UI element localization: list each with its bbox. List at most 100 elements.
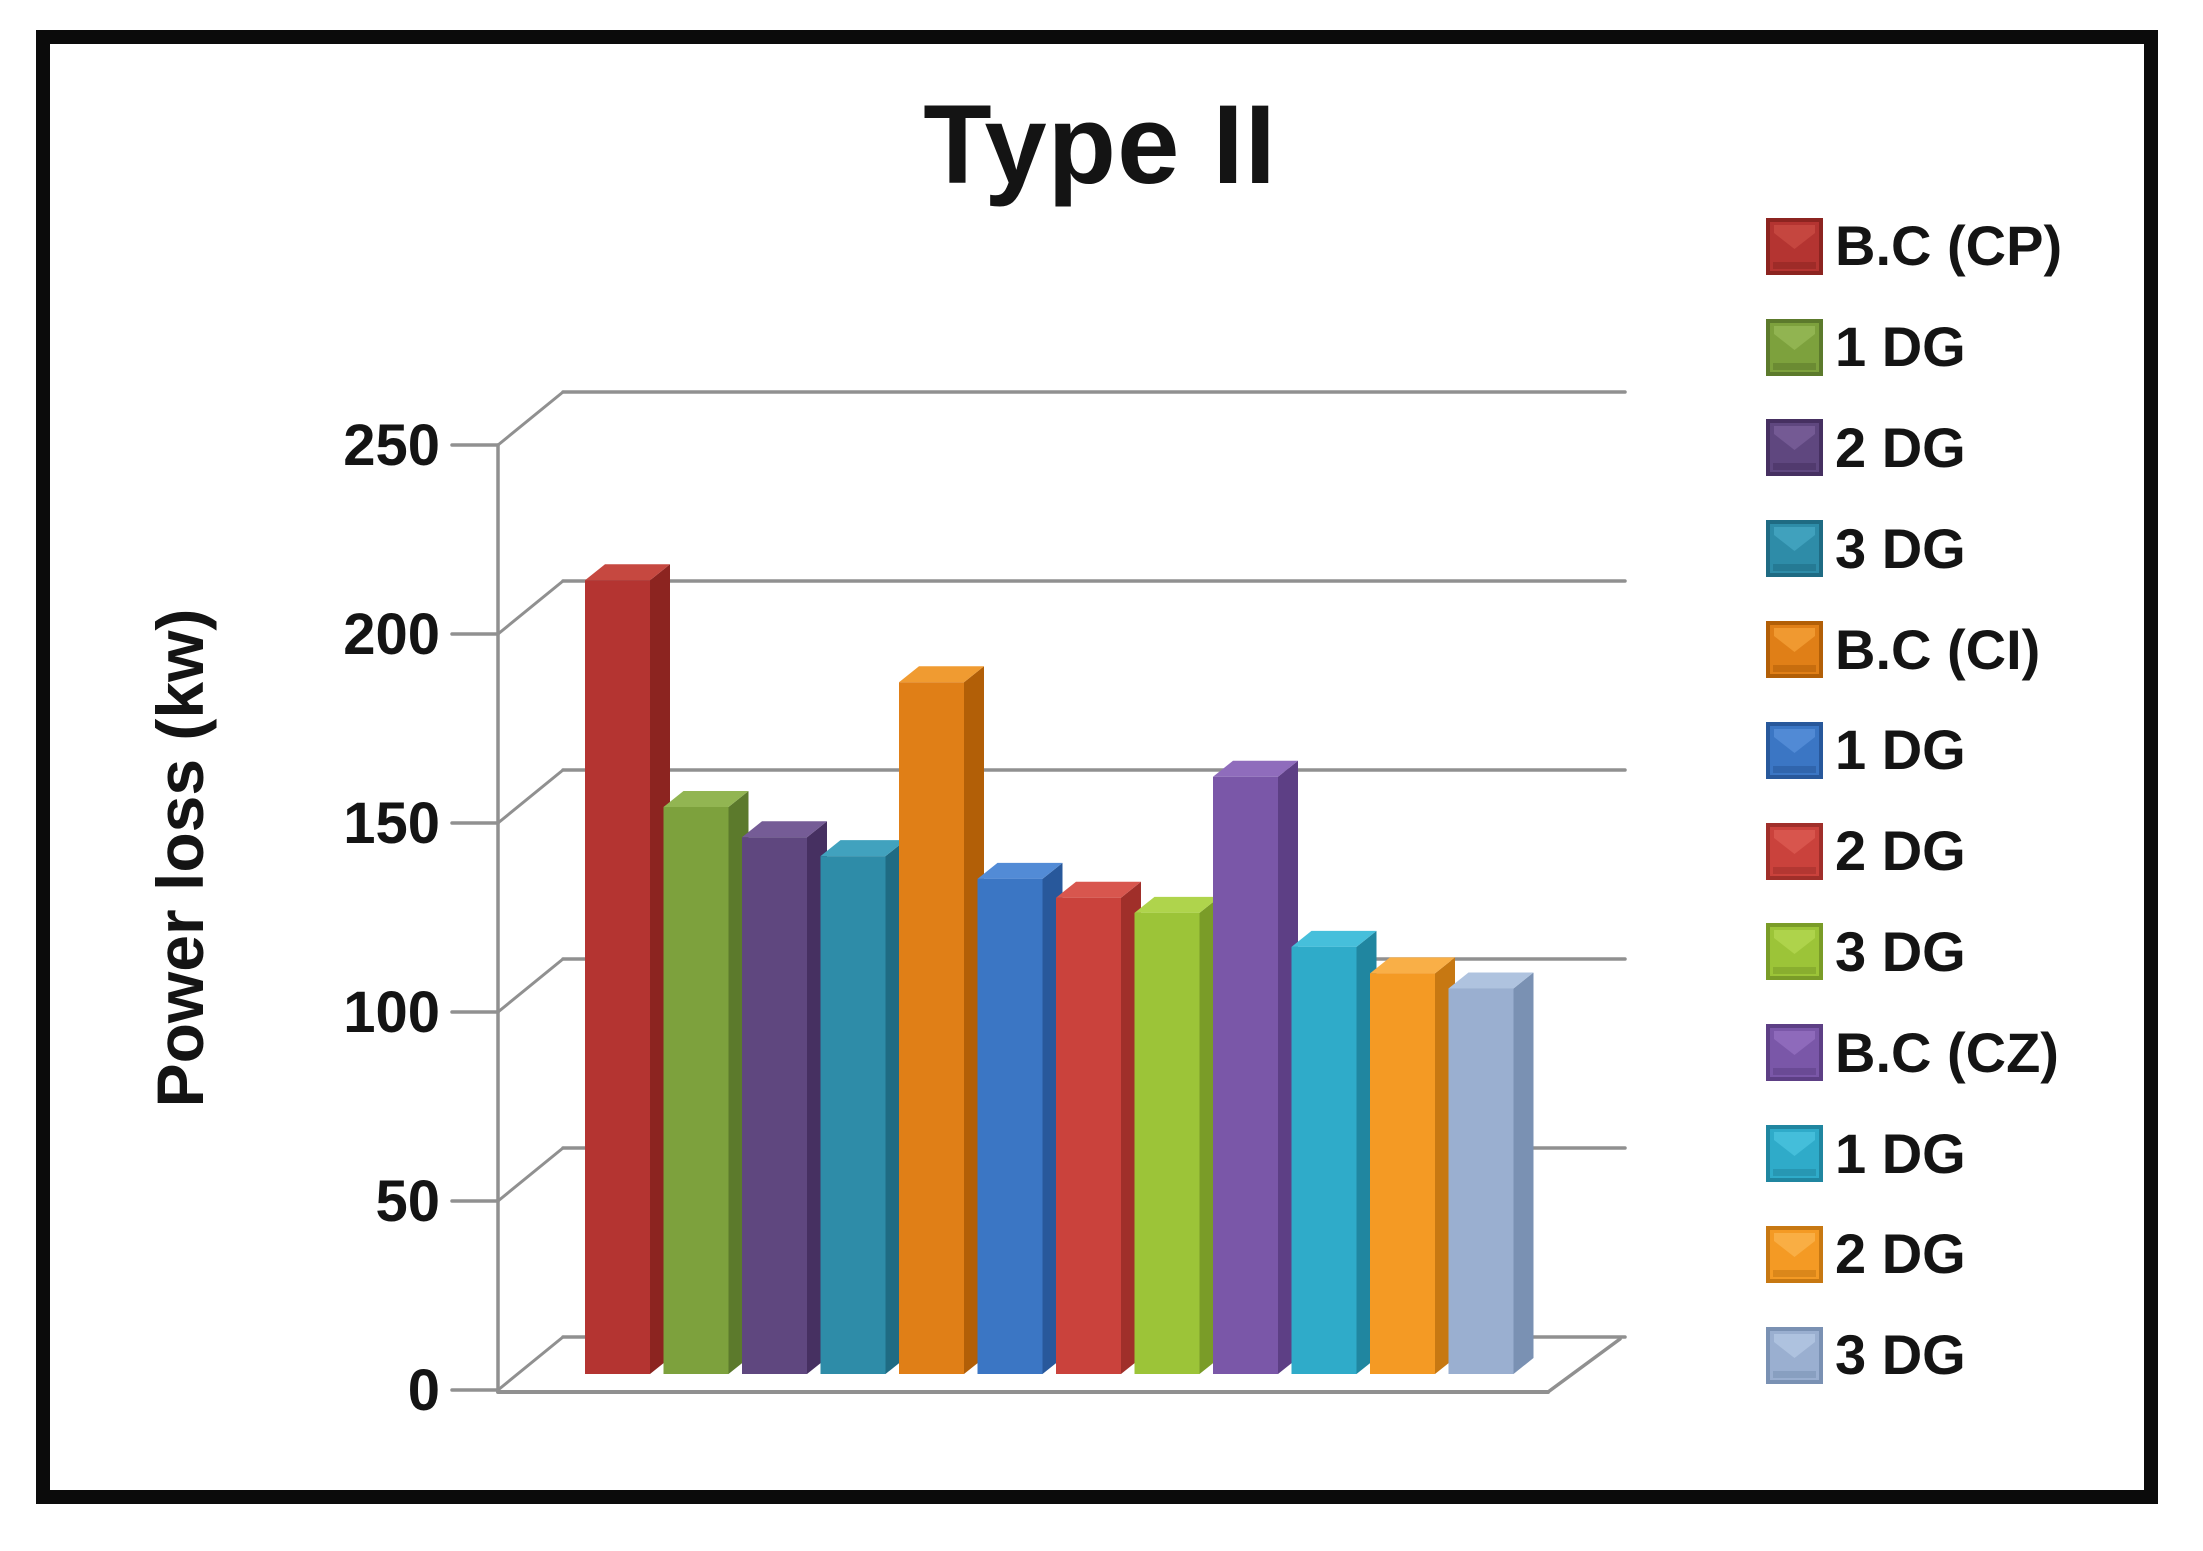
- legend-marker-gloss: [1774, 224, 1815, 249]
- bar-top-face: [1291, 930, 1377, 947]
- y-tick-label: 250: [343, 413, 440, 478]
- legend-marker-gloss: [1774, 1333, 1815, 1358]
- legend-marker-shade: [1773, 1370, 1816, 1378]
- bar-front-face: [742, 837, 807, 1374]
- bar-10: [1370, 957, 1455, 1374]
- bar-front-face: [899, 682, 964, 1374]
- bar-8: [1213, 760, 1298, 1374]
- bar-top-face: [1448, 972, 1534, 989]
- legend-item: 2 DG: [1766, 1204, 2166, 1305]
- bar-front-face: [977, 878, 1043, 1374]
- depth-line: [496, 768, 565, 825]
- legend-marker-gloss: [1774, 325, 1815, 350]
- y-tick-label: 50: [375, 1169, 440, 1234]
- bar-top-face: [1134, 896, 1220, 913]
- bar-9: [1291, 930, 1377, 1374]
- legend-marker-icon: [1766, 621, 1823, 679]
- bar-front-face: [820, 856, 886, 1374]
- depth-line: [496, 1335, 565, 1392]
- legend-marker-icon: [1766, 1125, 1823, 1183]
- bar-5: [977, 862, 1063, 1374]
- legend-label: 2 DG: [1835, 819, 1966, 883]
- tick-labels: 0 50 100 150 200 250: [343, 413, 440, 1423]
- floor-corner-edge: [1546, 1337, 1622, 1394]
- legend-marker-gloss: [1774, 829, 1815, 854]
- legend-item: 2 DG: [1766, 398, 2166, 499]
- chart-title: Type II: [923, 82, 1277, 207]
- legend-marker-icon: [1766, 1326, 1823, 1384]
- legend-marker-icon: [1766, 217, 1823, 275]
- legend-label: 3 DG: [1835, 919, 1966, 983]
- y-tick-label: 200: [343, 602, 440, 667]
- legend-marker-shade: [1773, 866, 1816, 874]
- bar-front-face: [1291, 946, 1357, 1374]
- legend-marker-shade: [1773, 362, 1816, 370]
- bar-6: [1056, 881, 1141, 1374]
- bar-7: [1134, 896, 1220, 1374]
- bar-top-face: [1370, 957, 1455, 974]
- bar-3: [820, 840, 906, 1374]
- bar-1: [663, 791, 749, 1374]
- legend-marker-shade: [1773, 1068, 1816, 1076]
- legend-marker-shade: [1773, 967, 1816, 975]
- legend-label: B.C (CZ): [1835, 1020, 2059, 1084]
- bar-side-face: [1513, 972, 1534, 1374]
- legend-marker-shade: [1773, 1169, 1816, 1177]
- legend-marker-shade: [1773, 1269, 1816, 1277]
- legend-label: 1 DG: [1835, 1121, 1966, 1185]
- legend-item: 3 DG: [1766, 498, 2166, 599]
- depth-line: [496, 390, 565, 447]
- legend-marker-icon: [1766, 923, 1823, 981]
- bar-front-face: [1448, 988, 1514, 1374]
- legend-marker-gloss: [1774, 728, 1815, 753]
- bar-top-face: [663, 791, 749, 807]
- bar-top-face: [899, 666, 984, 683]
- y-tick-label: 100: [343, 980, 440, 1045]
- legend-marker-icon: [1766, 520, 1823, 578]
- legend-item: 3 DG: [1766, 902, 2166, 1003]
- bar-top-face: [820, 840, 906, 857]
- legend-label: 1 DG: [1835, 718, 1966, 782]
- legend-marker-gloss: [1774, 1232, 1815, 1257]
- bar-front-face: [663, 807, 729, 1374]
- legend-marker-icon: [1766, 822, 1823, 880]
- legend-marker-gloss: [1774, 426, 1815, 451]
- legend-item: 3 DG: [1766, 1305, 2166, 1406]
- legend-marker-icon: [1766, 318, 1823, 376]
- y-tick-label: 0: [408, 1358, 440, 1423]
- legend-label: B.C (CP): [1835, 214, 2063, 278]
- legend-marker-icon: [1766, 721, 1823, 779]
- bar-top-face: [977, 862, 1063, 879]
- legend-label: 2 DG: [1835, 415, 1966, 479]
- bar-front-face: [1213, 776, 1278, 1374]
- depth-line: [496, 957, 565, 1014]
- legend-item: 2 DG: [1766, 801, 2166, 902]
- legend-item: 1 DG: [1766, 700, 2166, 801]
- bar-front-face: [1056, 897, 1121, 1374]
- legend-marker-gloss: [1774, 1132, 1815, 1157]
- legend-item: B.C (CP): [1766, 196, 2166, 297]
- legend-marker-gloss: [1774, 1031, 1815, 1056]
- bar-front-face: [1370, 973, 1435, 1374]
- legend: B.C (CP) 1 DG 2 DG 3 DG B.C (CI) 1 DG 2 DG 3 DG…: [1766, 196, 2166, 1406]
- legend-marker-gloss: [1774, 628, 1815, 653]
- y-tick-label: 150: [343, 791, 440, 856]
- legend-label: B.C (CI): [1835, 617, 2041, 681]
- bar-4: [899, 666, 984, 1374]
- legend-marker-icon: [1766, 1024, 1823, 1082]
- legend-label: 1 DG: [1835, 315, 1966, 379]
- bar-top-face: [1213, 760, 1298, 777]
- legend-marker-shade: [1773, 463, 1816, 471]
- legend-marker-shade: [1773, 564, 1816, 572]
- legend-marker-gloss: [1774, 930, 1815, 955]
- legend-label: 3 DG: [1835, 1323, 1966, 1387]
- legend-marker-shade: [1773, 665, 1816, 673]
- bar-top-face: [1056, 881, 1141, 898]
- bar-top-face: [742, 821, 827, 838]
- legend-marker-gloss: [1774, 527, 1815, 552]
- legend-marker-shade: [1773, 765, 1816, 773]
- bar-front-face: [1134, 912, 1200, 1374]
- legend-marker-icon: [1766, 1225, 1823, 1283]
